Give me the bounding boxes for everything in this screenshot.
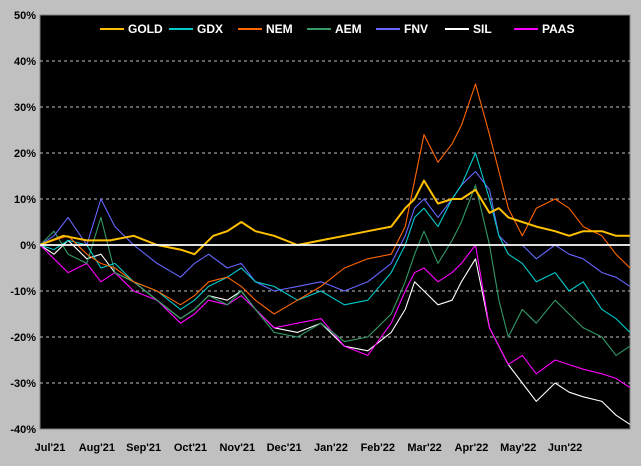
x-tick-label: Jan'22: [314, 442, 348, 454]
series-line-aem: [39, 184, 631, 356]
y-tick-label: -30%: [10, 378, 36, 390]
legend-label-nem: NEM: [266, 22, 293, 36]
y-tick-label: 40%: [14, 56, 36, 68]
y-axis-tick-labels: -40% -30% -20% -10% 0% 10% 20% 30% 40% 50%: [10, 10, 36, 436]
x-tick-label: Dec'21: [267, 442, 302, 454]
series-line-paas: [39, 244, 631, 389]
x-tick-label: Mar'22: [407, 442, 441, 454]
legend-label-gdx: GDX: [197, 22, 223, 36]
y-tick-label: -40%: [10, 424, 36, 436]
y-tick-label: 30%: [14, 102, 36, 114]
y-tick-label: -20%: [10, 332, 36, 344]
plot-area: [39, 14, 631, 430]
x-tick-label: Sep'21: [126, 442, 161, 454]
y-tick-label: 20%: [14, 148, 36, 160]
x-tick-label: Oct'21: [174, 442, 207, 454]
x-tick-label: Nov'21: [219, 442, 255, 454]
series-layer: [39, 83, 631, 425]
y-tick-label: 50%: [14, 10, 36, 22]
legend-label-sil: SIL: [473, 22, 492, 36]
x-tick-label: Jun'22: [548, 442, 582, 454]
legend-label-paas: PAAS: [542, 22, 574, 36]
x-tick-label: Aug'21: [79, 442, 115, 454]
series-line-gold: [39, 179, 630, 256]
y-tick-label: -10%: [10, 286, 36, 298]
x-tick-label: Apr'22: [455, 442, 489, 454]
legend: GOLD GDX NEM AEM FNV SIL PAAS: [100, 22, 574, 36]
legend-label-fnv: FNV: [404, 22, 428, 36]
x-tick-label: Feb'22: [361, 442, 395, 454]
x-tick-label: May'22: [500, 442, 536, 454]
legend-label-gold: GOLD: [128, 22, 163, 36]
series-line-fnv: [39, 170, 631, 292]
y-tick-label: 0%: [20, 240, 36, 252]
series-line-nem: [39, 83, 631, 315]
y-tick-label: 10%: [14, 194, 36, 206]
legend-label-aem: AEM: [335, 22, 362, 36]
x-tick-label: Jul'21: [35, 442, 66, 454]
x-axis-tick-labels: Jul'21 Aug'21 Sep'21 Oct'21 Nov'21 Dec'21 Jan'…: [35, 442, 583, 454]
